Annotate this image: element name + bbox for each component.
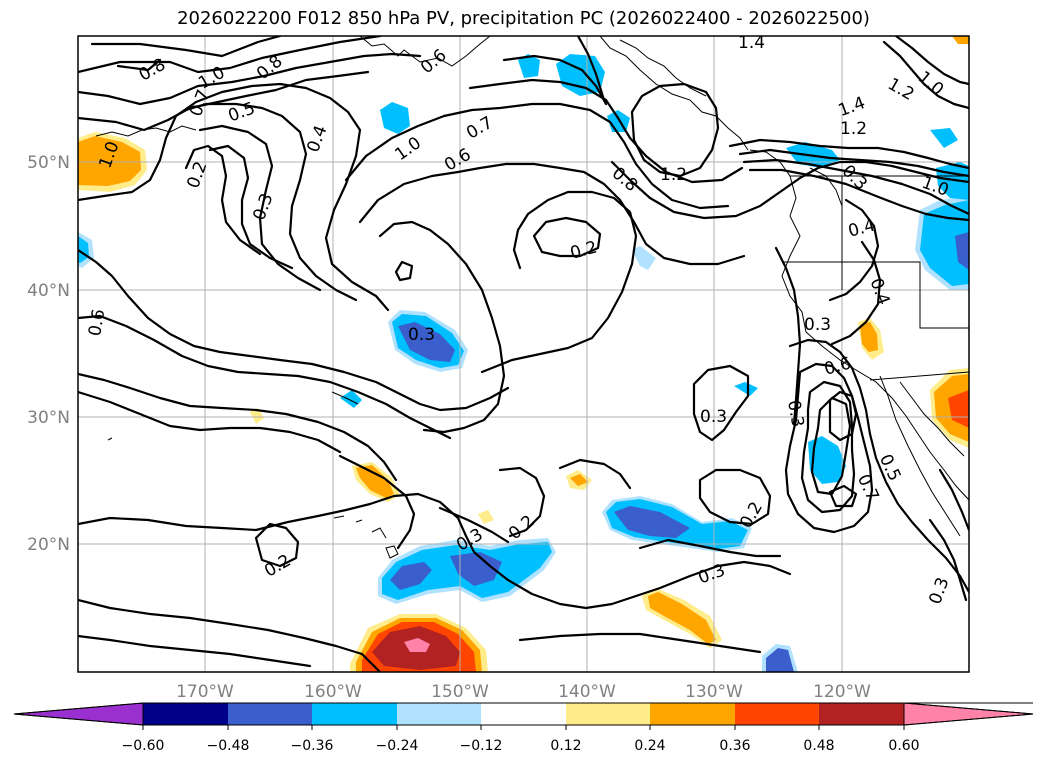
latitude-labels: 50°N 40°N 30°N 20°N bbox=[27, 153, 70, 555]
pv-contours bbox=[78, 36, 969, 672]
map-frame bbox=[77, 35, 970, 673]
colorbar-bin bbox=[312, 703, 397, 725]
colorbar-labels: −0.60 −0.48 −0.36 −0.24 −0.12 0.12 0.24 … bbox=[122, 738, 920, 754]
colorbar-label: −0.36 bbox=[291, 738, 334, 754]
contour-label: 0.3 bbox=[804, 315, 831, 335]
coastlines bbox=[95, 36, 969, 559]
contour-label: 0.3 bbox=[783, 399, 807, 429]
contour-label: 1.2 bbox=[660, 165, 687, 185]
lon-label: 150°W bbox=[431, 682, 489, 702]
lat-label: 50°N bbox=[27, 153, 70, 173]
colorbar: −0.60 −0.48 −0.36 −0.24 −0.12 0.12 0.24 … bbox=[13, 702, 1034, 754]
colorbar-label: 0.24 bbox=[634, 738, 665, 754]
contour-label: 0.3 bbox=[408, 325, 435, 345]
lat-label: 30°N bbox=[27, 408, 70, 428]
colorbar-bin bbox=[650, 703, 735, 725]
contour-label: 0.6 bbox=[85, 308, 109, 338]
colorbar-bin bbox=[228, 703, 312, 725]
colorbar-label: 0.48 bbox=[803, 738, 834, 754]
contour-label: 1.2 bbox=[840, 119, 867, 139]
colorbar-bin bbox=[481, 703, 566, 725]
colorbar-bin bbox=[566, 703, 650, 725]
lat-label: 20°N bbox=[27, 535, 70, 555]
colorbar-extend-low bbox=[13, 702, 144, 726]
colorbar-label: −0.60 bbox=[122, 738, 165, 754]
lon-label: 120°W bbox=[813, 682, 871, 702]
lon-label: 170°W bbox=[176, 682, 234, 702]
colorbar-bin bbox=[819, 703, 904, 725]
lon-label: 130°W bbox=[685, 682, 743, 702]
colorbar-bin bbox=[143, 703, 228, 725]
colorbar-label: 0.12 bbox=[550, 738, 581, 754]
colorbar-bin bbox=[397, 703, 481, 725]
colorbar-label: −0.48 bbox=[207, 738, 250, 754]
contour-label: 0.3 bbox=[700, 407, 727, 427]
contour-label: 1.4 bbox=[738, 33, 765, 53]
colorbar-label: 0.36 bbox=[719, 738, 750, 754]
colorbar-label: 0.60 bbox=[888, 738, 919, 754]
longitude-labels: 170°W 160°W 150°W 140°W 130°W 120°W bbox=[176, 682, 871, 702]
colorbar-label: −0.12 bbox=[460, 738, 503, 754]
plot-title: 2026022200 F012 850 hPa PV, precipitatio… bbox=[177, 8, 870, 29]
colorbar-extend-high bbox=[903, 702, 1034, 726]
colorbar-label: −0.24 bbox=[376, 738, 419, 754]
colorbar-ticks bbox=[142, 725, 905, 730]
colorbar-bin bbox=[735, 703, 819, 725]
lat-label: 40°N bbox=[27, 281, 70, 301]
lon-label: 140°W bbox=[558, 682, 616, 702]
lon-label: 160°W bbox=[304, 682, 362, 702]
